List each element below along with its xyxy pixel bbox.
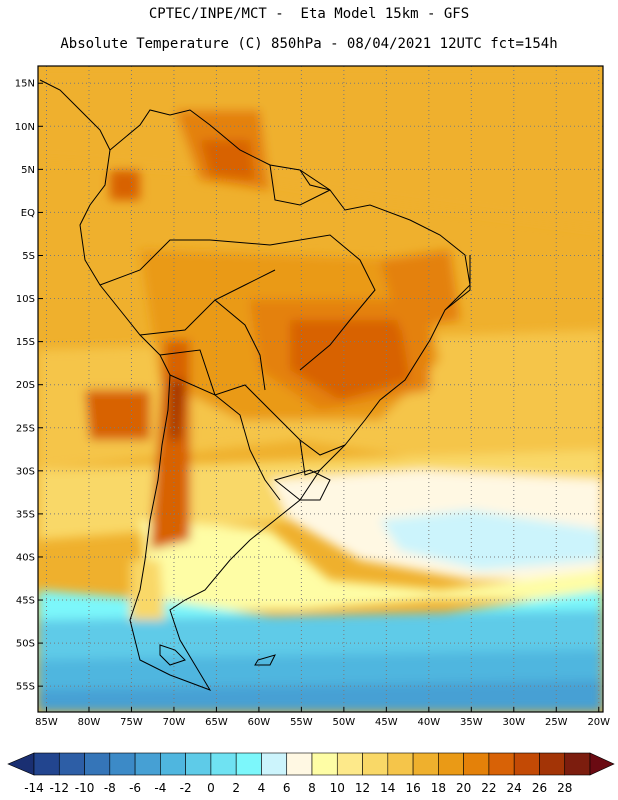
coastlines-and-borders <box>39 79 471 691</box>
lat-label: 15S <box>16 337 35 348</box>
colorbar: -14 -12 -10 -8 -6 -4 -2 0 2 4 6 8 10 12 14 16 18 20 22 24 26… <box>7 752 615 795</box>
colorbar-swatch <box>463 752 490 776</box>
colorbar-label: 8 <box>308 781 316 795</box>
colorbar-label: 6 <box>283 781 291 795</box>
lat-label: 15N <box>15 79 35 90</box>
lat-label: 45S <box>16 596 35 607</box>
colorbar-label: -8 <box>104 781 116 795</box>
colorbar-label: -4 <box>154 781 166 795</box>
lat-label: 35S <box>16 509 35 520</box>
colorbar-label: 4 <box>258 781 266 795</box>
temperature-map: 15N 10N 5N EQ 5S 10S 15S 20S 25S 30S 35S 40S 45S 50S 5… <box>15 65 610 728</box>
colorbar-label: 22 <box>481 781 496 795</box>
colorbar-swatch <box>539 752 566 776</box>
lon-label: 45W <box>375 717 398 728</box>
colorbar-swatch <box>488 752 515 776</box>
lon-label: 35W <box>460 717 483 728</box>
colorbar-label: 10 <box>330 781 345 795</box>
colorbar-label: 2 <box>232 781 240 795</box>
colorbar-label: -2 <box>180 781 192 795</box>
lat-label: 5S <box>22 251 35 262</box>
lat-label: 30S <box>16 466 35 477</box>
colorbar-swatch <box>58 752 85 776</box>
colorbar-swatch <box>438 752 464 776</box>
lon-label: 70W <box>163 717 186 728</box>
colorbar-label: 20 <box>456 781 471 795</box>
lon-label: 30W <box>502 717 525 728</box>
lat-label: 40S <box>16 552 35 563</box>
colorbar-swatch <box>564 752 591 776</box>
colorbar-swatch <box>412 752 439 776</box>
colorbar-label: 0 <box>207 781 215 795</box>
colorbar-label: 24 <box>507 781 522 795</box>
map-frame <box>37 65 604 713</box>
colorbar-swatch <box>387 752 414 776</box>
lon-label: 20W <box>587 717 610 728</box>
colorbar-swatch <box>210 752 237 776</box>
colorbar-max-arrow <box>589 752 615 776</box>
lon-label: 80W <box>78 717 101 728</box>
colorbar-swatch <box>109 752 136 776</box>
lat-label: 50S <box>16 639 35 650</box>
colorbar-label: 12 <box>355 781 370 795</box>
colorbar-swatch <box>311 752 338 776</box>
colorbar-swatch <box>362 752 389 776</box>
lat-label: 20S <box>16 380 35 391</box>
colorbar-swatch <box>33 752 60 776</box>
lon-label: 75W <box>120 717 143 728</box>
latitude-tick-labels: 15N 10N 5N EQ 5S 10S 15S 20S 25S 30S 35S 40S 45S 50S 5… <box>15 79 43 693</box>
colorbar-label: 26 <box>532 781 547 795</box>
colorbar-label: -10 <box>75 781 95 795</box>
colorbar-swatch <box>286 752 313 776</box>
lon-label: 65W <box>205 717 228 728</box>
colorbar-swatch <box>513 752 540 776</box>
colorbar-label: -12 <box>49 781 69 795</box>
lat-label: EQ <box>21 208 35 219</box>
lat-label: 10N <box>15 122 35 133</box>
colorbar-swatch <box>134 752 161 776</box>
colorbar-swatch <box>261 752 288 776</box>
lat-label: 10S <box>16 294 35 305</box>
map-title-line1: CPTEC/INPE/MCT - Eta Model 15km - GFS <box>148 6 470 22</box>
lon-label: 40W <box>418 717 441 728</box>
colorbar-swatch <box>185 752 212 776</box>
colorbar-swatch <box>84 752 111 776</box>
colorbar-min-arrow <box>7 752 35 776</box>
longitude-tick-labels: 85W 80W 75W 70W 65W 60W 55W 50W 45W 40W 35W 30W 25W 2… <box>35 707 610 728</box>
colorbar-label: 16 <box>405 781 420 795</box>
lon-label: 25W <box>545 717 568 728</box>
colorbar-label: 18 <box>431 781 446 795</box>
colorbar-label: -14 <box>24 781 44 795</box>
lat-label: 5N <box>21 165 35 176</box>
colorbar-swatch <box>160 752 186 776</box>
lon-label: 55W <box>290 717 313 728</box>
colorbar-label: 14 <box>380 781 395 795</box>
lon-label: 60W <box>248 717 271 728</box>
lat-label: 25S <box>16 423 35 434</box>
map-title-line2: Absolute Temperature (C) 850hPa - 08/04/… <box>60 36 558 52</box>
lon-label: 50W <box>333 717 356 728</box>
lon-label: 85W <box>35 717 58 728</box>
colorbar-swatch <box>336 752 363 776</box>
colorbar-swatch <box>235 752 262 776</box>
colorbar-label: 28 <box>557 781 572 795</box>
temperature-field <box>38 66 603 712</box>
colorbar-label: -6 <box>129 781 141 795</box>
lat-label: 55S <box>16 682 35 693</box>
